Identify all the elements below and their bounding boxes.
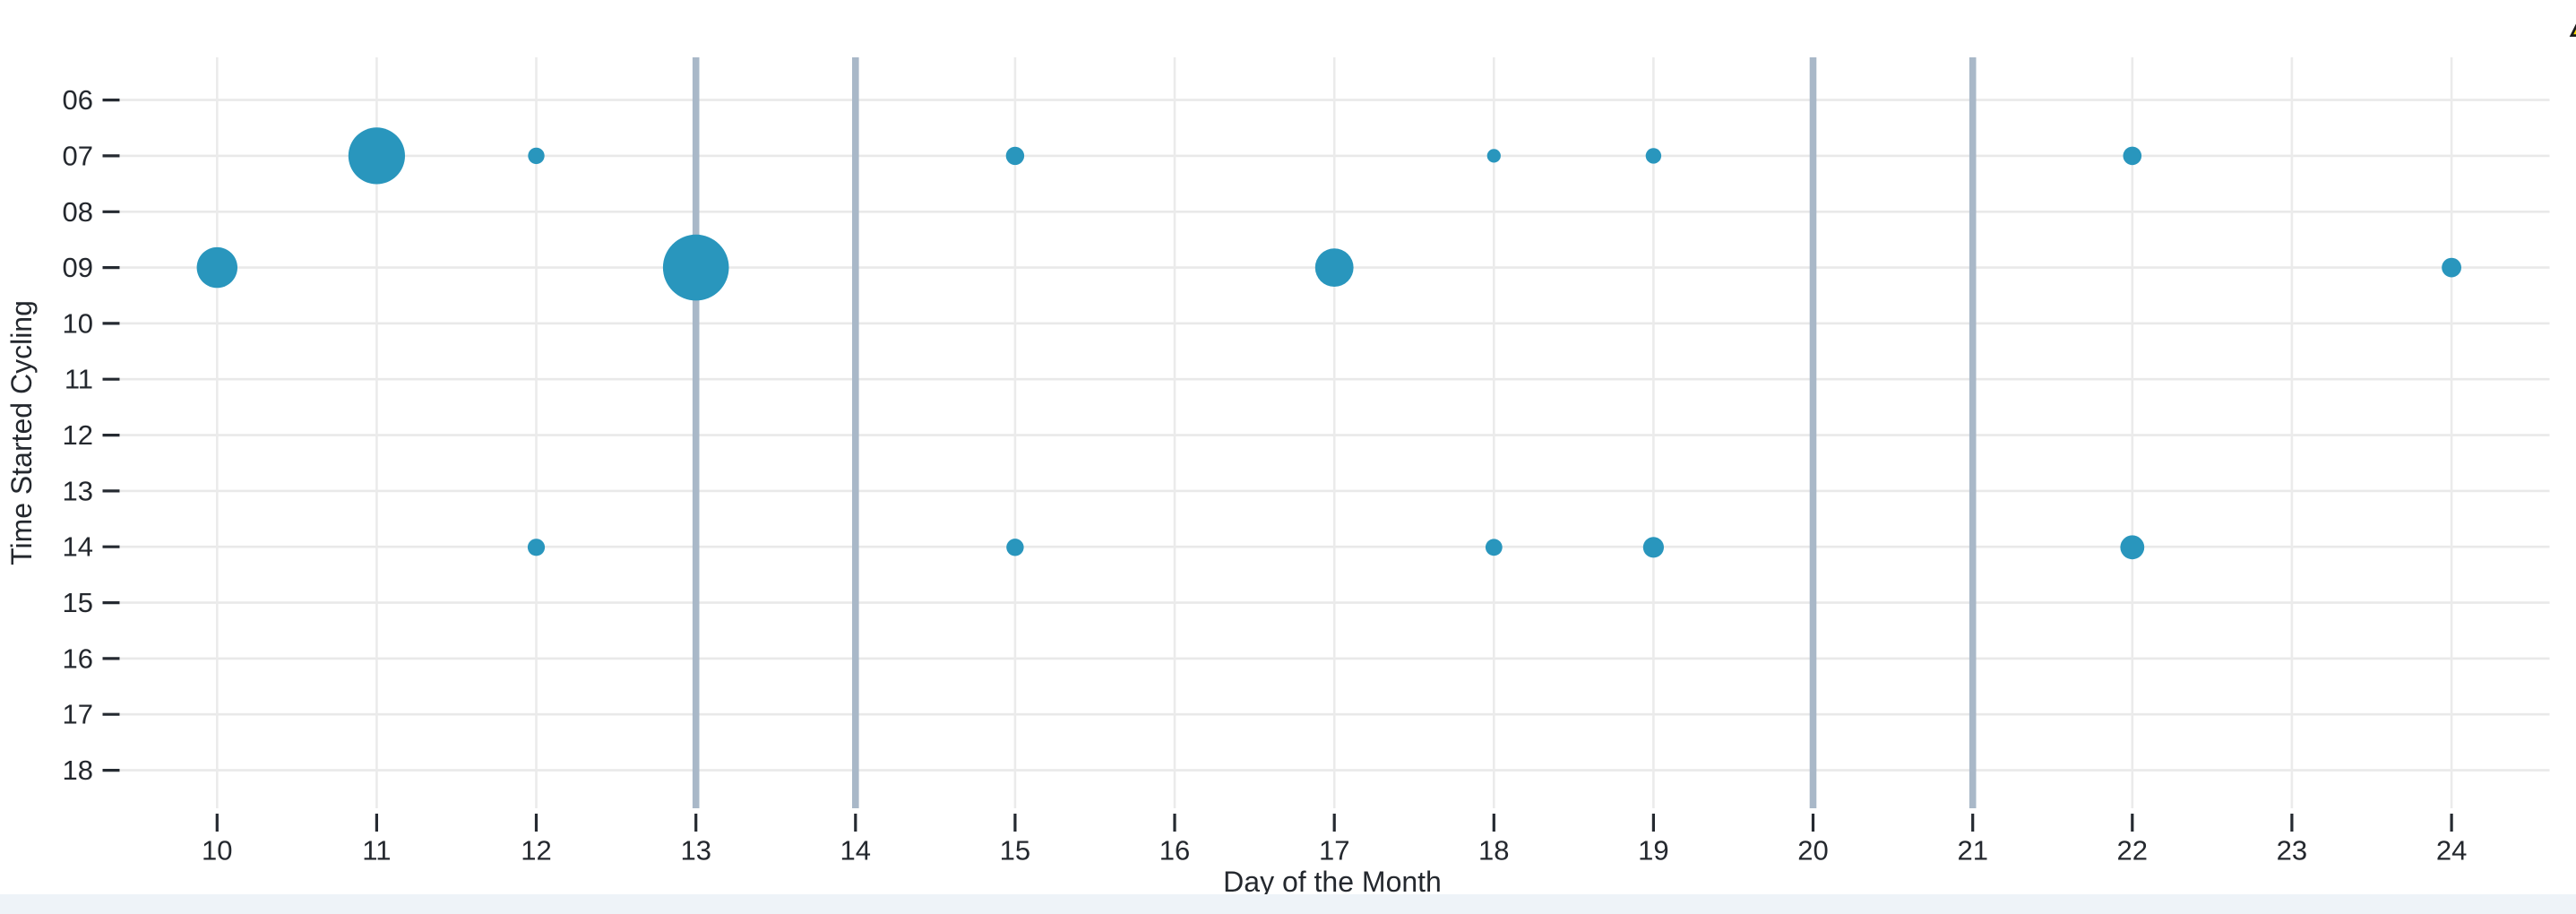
svg-text:20: 20 bbox=[1797, 835, 1828, 867]
svg-text:19: 19 bbox=[1638, 835, 1668, 867]
svg-text:Day of the Month: Day of the Month bbox=[1223, 866, 1442, 898]
svg-text:11: 11 bbox=[65, 364, 93, 395]
svg-text:12: 12 bbox=[521, 835, 551, 867]
svg-text:23: 23 bbox=[2277, 835, 2307, 867]
svg-text:17: 17 bbox=[63, 699, 93, 730]
svg-text:16: 16 bbox=[63, 642, 93, 674]
svg-text:08: 08 bbox=[63, 196, 93, 228]
svg-text:14: 14 bbox=[840, 835, 871, 867]
svg-text:10: 10 bbox=[202, 835, 232, 867]
svg-text:18: 18 bbox=[63, 754, 93, 786]
svg-text:11: 11 bbox=[362, 835, 391, 867]
svg-text:06: 06 bbox=[63, 84, 93, 116]
svg-text:Time Started Cycling: Time Started Cycling bbox=[5, 300, 38, 565]
svg-text:15: 15 bbox=[1000, 835, 1030, 867]
svg-text:18: 18 bbox=[1478, 835, 1509, 867]
svg-text:13: 13 bbox=[63, 475, 93, 506]
svg-text:16: 16 bbox=[1159, 835, 1190, 867]
svg-text:10: 10 bbox=[63, 307, 93, 339]
svg-text:24: 24 bbox=[2436, 835, 2467, 867]
svg-text:21: 21 bbox=[1957, 835, 1987, 867]
svg-text:07: 07 bbox=[63, 140, 93, 171]
svg-text:17: 17 bbox=[1319, 835, 1349, 867]
svg-text:09: 09 bbox=[63, 252, 93, 283]
svg-text:14: 14 bbox=[63, 531, 93, 563]
svg-text:12: 12 bbox=[63, 419, 93, 451]
svg-text:22: 22 bbox=[2117, 835, 2148, 867]
svg-text:13: 13 bbox=[680, 835, 711, 867]
svg-text:15: 15 bbox=[63, 587, 93, 618]
